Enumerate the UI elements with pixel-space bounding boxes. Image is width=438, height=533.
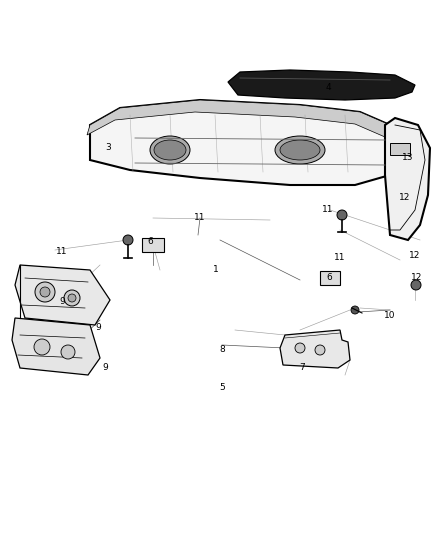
Polygon shape bbox=[385, 118, 430, 240]
Text: 6: 6 bbox=[326, 272, 332, 281]
Text: 11: 11 bbox=[334, 254, 346, 262]
Circle shape bbox=[337, 210, 347, 220]
Circle shape bbox=[411, 280, 421, 290]
Polygon shape bbox=[87, 100, 390, 137]
Text: 5: 5 bbox=[219, 384, 225, 392]
Circle shape bbox=[68, 294, 76, 302]
Polygon shape bbox=[228, 70, 415, 100]
Polygon shape bbox=[15, 265, 110, 325]
Polygon shape bbox=[90, 100, 390, 185]
Bar bbox=[320, 271, 340, 285]
Circle shape bbox=[351, 306, 359, 314]
Text: 10: 10 bbox=[384, 311, 396, 319]
Text: 9: 9 bbox=[102, 364, 108, 373]
Text: 8: 8 bbox=[219, 345, 225, 354]
Polygon shape bbox=[280, 330, 350, 368]
Text: 4: 4 bbox=[325, 84, 331, 93]
Text: 9: 9 bbox=[95, 322, 101, 332]
Text: 3: 3 bbox=[105, 143, 111, 152]
Bar bbox=[390, 143, 410, 155]
Circle shape bbox=[64, 290, 80, 306]
Ellipse shape bbox=[280, 140, 320, 160]
Circle shape bbox=[123, 235, 133, 245]
Ellipse shape bbox=[150, 136, 190, 164]
Circle shape bbox=[40, 287, 50, 297]
Text: 12: 12 bbox=[410, 251, 420, 260]
Text: 12: 12 bbox=[411, 273, 423, 282]
Polygon shape bbox=[12, 318, 100, 375]
Ellipse shape bbox=[154, 140, 186, 160]
Text: 11: 11 bbox=[194, 214, 206, 222]
Text: 6: 6 bbox=[147, 238, 153, 246]
Text: 9: 9 bbox=[59, 297, 65, 306]
Text: 12: 12 bbox=[399, 193, 411, 203]
Text: 7: 7 bbox=[299, 364, 305, 373]
Text: 13: 13 bbox=[402, 154, 414, 163]
Circle shape bbox=[61, 345, 75, 359]
Circle shape bbox=[315, 345, 325, 355]
Circle shape bbox=[295, 343, 305, 353]
Text: 11: 11 bbox=[322, 206, 334, 214]
Circle shape bbox=[35, 282, 55, 302]
Circle shape bbox=[34, 339, 50, 355]
Text: 1: 1 bbox=[213, 265, 219, 274]
Text: 11: 11 bbox=[56, 247, 68, 256]
Ellipse shape bbox=[275, 136, 325, 164]
Bar bbox=[142, 238, 164, 252]
